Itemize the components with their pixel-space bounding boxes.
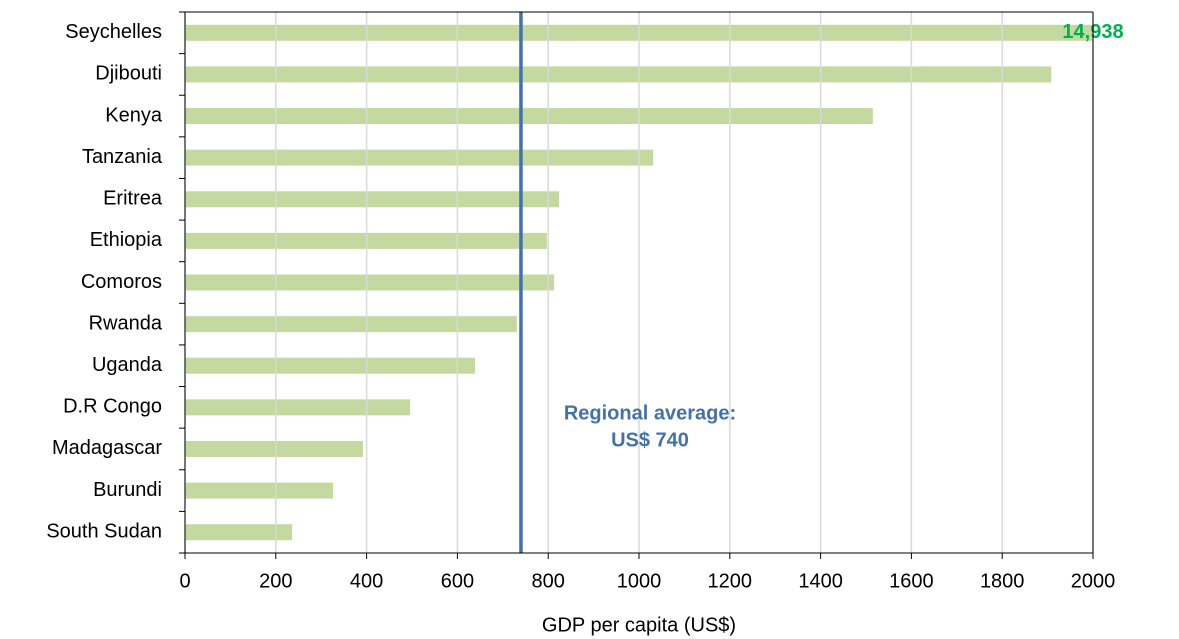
x-tick-label: 1600	[889, 570, 934, 592]
bar	[185, 191, 560, 208]
bar	[185, 524, 293, 541]
bar	[185, 274, 555, 291]
x-tick-label: 200	[259, 570, 292, 592]
bar	[185, 440, 363, 457]
bar	[185, 316, 517, 333]
y-tick-label: Rwanda	[89, 312, 163, 334]
y-tick-label: Uganda	[92, 354, 163, 376]
bar	[185, 482, 334, 499]
x-tick-label: 1400	[798, 570, 843, 592]
bar	[185, 149, 654, 166]
bar	[185, 399, 411, 416]
y-tick-label: Seychelles	[65, 21, 162, 43]
x-tick-label: 1800	[980, 570, 1025, 592]
reference-label: Regional average:	[564, 402, 736, 424]
y-tick-label: Tanzania	[82, 146, 163, 168]
y-tick-label: Djibouti	[95, 63, 162, 85]
bar	[185, 24, 1093, 41]
y-tick-label: Burundi	[93, 479, 162, 501]
bar	[185, 66, 1052, 83]
reference-label: US$ 740	[611, 429, 689, 451]
bar	[185, 357, 476, 374]
x-tick-label: 400	[350, 570, 383, 592]
x-tick-label: 2000	[1071, 570, 1116, 592]
x-tick-label: 800	[532, 570, 565, 592]
x-tick-label: 0	[179, 570, 190, 592]
x-tick-label: 1200	[708, 570, 753, 592]
y-tick-label: Eritrea	[103, 188, 163, 210]
x-tick-label: 1000	[617, 570, 662, 592]
plot-area	[185, 24, 1093, 541]
x-tick-label: 600	[441, 570, 474, 592]
y-tick-label: D.R Congo	[63, 396, 162, 418]
y-tick-label: South Sudan	[46, 520, 162, 542]
y-tick-label: Madagascar	[52, 437, 162, 459]
bar	[185, 108, 873, 125]
x-axis-label: GDP per capita (US$)	[542, 614, 736, 636]
y-tick-label: Comoros	[81, 271, 162, 293]
y-tick-label: Ethiopia	[90, 229, 163, 251]
y-tick-label: Kenya	[105, 104, 163, 126]
